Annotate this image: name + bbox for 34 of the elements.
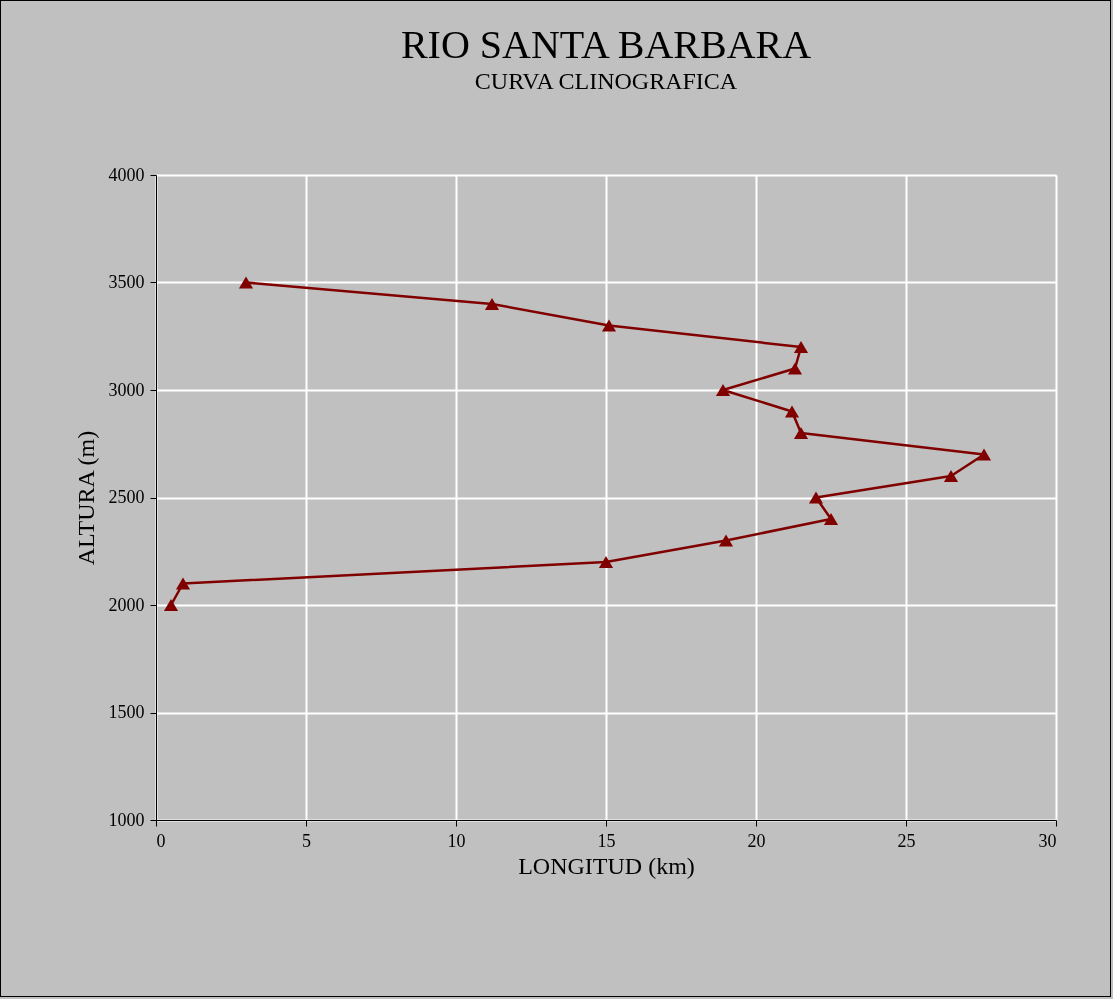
point xyxy=(823,512,839,526)
point xyxy=(718,534,734,547)
point xyxy=(787,362,803,375)
point xyxy=(715,383,731,397)
y-tick-label: 1500 xyxy=(108,702,145,722)
point xyxy=(793,426,809,440)
point xyxy=(484,297,500,311)
chart-subtitle: CURVA CLINOGRAFICA xyxy=(474,68,738,94)
point xyxy=(784,405,800,418)
x-tick-label: 10 xyxy=(447,830,466,851)
x-tick-label: 0 xyxy=(156,830,166,851)
x-axis-title: LONGITUD (km) xyxy=(518,852,695,879)
y-tick-label: 3500 xyxy=(108,272,145,292)
y-tick-label: 2500 xyxy=(108,487,145,507)
point xyxy=(976,448,992,461)
point xyxy=(238,276,254,289)
point xyxy=(601,319,617,332)
x-tick-label: 30 xyxy=(1038,830,1057,851)
point xyxy=(793,340,809,354)
point xyxy=(163,598,179,612)
x-tick-label: 15 xyxy=(597,830,616,851)
point xyxy=(943,469,959,483)
y-tick-label: 3000 xyxy=(108,379,145,400)
point xyxy=(808,491,824,504)
x-tick-label: 5 xyxy=(302,830,311,851)
point xyxy=(175,577,191,590)
x-tick-label: 20 xyxy=(747,830,766,851)
y-axis-title: ALTURA (m) xyxy=(72,430,99,566)
y-tick-label: 4000 xyxy=(108,164,145,185)
chart-title: RIO SANTA BARBARA xyxy=(400,22,812,67)
y-tick-label: 1000 xyxy=(108,809,145,830)
point xyxy=(598,555,614,569)
y-tick-label: 2000 xyxy=(108,594,145,615)
x-tick-label: 25 xyxy=(897,830,916,851)
